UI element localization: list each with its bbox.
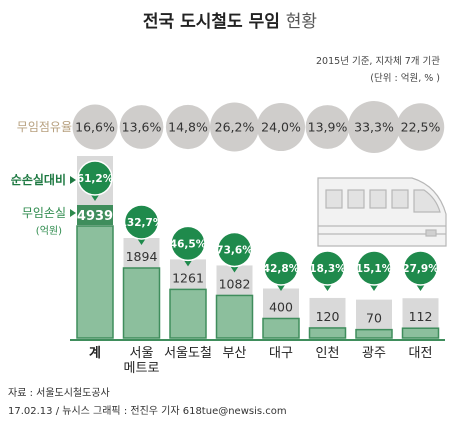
share-label: 24,0% [261,120,301,135]
share-bubble [119,105,164,149]
ratio-badge [309,250,346,286]
share-bubble [72,104,118,150]
category-label: 부산 [223,346,247,361]
ratio-badge [170,225,206,262]
ratio-label: 18,3% [309,263,346,275]
loss-value-label: 112 [409,309,433,324]
loss-row-arrow-icon [70,209,76,217]
basis-note: 2015년 기준, 지자체 7개 기관 [316,56,440,67]
loss-bar [169,288,207,339]
loss-bar [308,327,347,339]
loss-value-label: 1261 [172,270,204,285]
loss-row-label: 무임손실 [22,206,66,220]
share-bubble [305,105,350,149]
chart-title: 전국 도시철도 무임 현황 [143,11,317,32]
share-bubble [396,103,445,151]
loss-bar [262,317,300,339]
loss-value-label: 1894 [126,249,158,264]
ratio-badge [356,250,392,286]
share-row-label: 무임점유율 [17,120,72,134]
ratio-label: 132,7% [120,217,164,229]
ratio-label: 46,5% [170,238,207,250]
ratio-row-arrow-icon [70,176,76,184]
ratio-row-label: 순손실대비 [11,172,66,187]
ratio-label: 15,1% [356,263,393,275]
share-label: 16,6% [75,120,115,135]
loss-value-label: 1082 [219,276,251,291]
loss-unit-label: (억원) [36,225,62,237]
train-icon [317,177,447,247]
ratio-badge [263,250,299,286]
category-label: 인천 [316,346,340,361]
loss-value-label: 70 [366,311,382,326]
category-label: 서울 메트로 [124,346,160,376]
share-label: 33,3% [354,120,394,135]
loss-bar [355,328,393,339]
category-label: 대구 [269,346,293,361]
loss-value-label: 4939 [77,209,113,224]
source-text: 자료 : 서울도시철도공사 [8,387,110,399]
share-bubble [209,102,260,152]
category-label: 대전 [409,346,433,361]
loss-bar [122,267,161,339]
share-label: 26,2% [215,120,255,135]
total-value-band [77,205,113,225]
loss-value-label: 120 [316,309,340,324]
category-label: 서울도철 [164,346,212,361]
credit-text: 17.02.13 / 뉴시스 그래픽 : 전진우 기자 618tue@newsi… [8,405,287,417]
ratio-badge [216,231,253,268]
share-label: 13,6% [122,120,162,135]
share-bubble [348,101,400,153]
unit-note: (단위 : 억원, % ) [370,72,440,84]
share-label: 13,9% [308,120,348,135]
ratio-badge [402,250,439,286]
ratio-badge [77,160,113,196]
category-label: 계 [89,346,101,361]
ratio-label: 42,8% [263,263,300,275]
ratio-badge [123,204,160,240]
ratio-label: 61,2% [77,173,114,185]
share-bubble [256,102,306,152]
loss-bar [401,327,440,339]
ratio-label: 73,6% [216,244,253,256]
category-label: 광주 [362,346,386,361]
loss-bar [215,294,254,339]
loss-value-label: 400 [269,299,293,314]
share-label: 22,5% [401,120,441,135]
share-label: 14,8% [168,120,208,135]
loss-bar [76,225,114,339]
ratio-label: 27,9% [402,263,439,275]
share-bubble [165,104,211,150]
